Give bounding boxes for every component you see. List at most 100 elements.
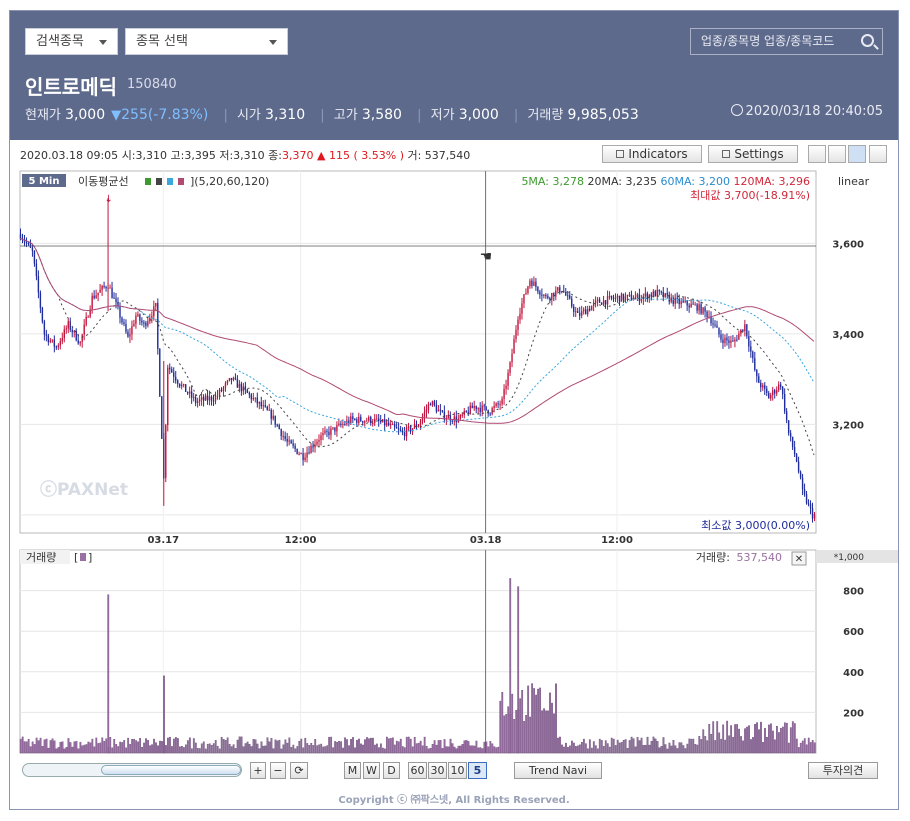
volume-bar (797, 747, 800, 754)
candle-body (789, 432, 792, 437)
price-tick-label: 3,600 (832, 239, 864, 250)
crosshair-icon[interactable] (848, 145, 866, 163)
volume-bar (131, 739, 134, 754)
candle-body (53, 339, 56, 347)
volume-bar (346, 739, 348, 754)
volume-bar (475, 740, 478, 754)
candle-body (537, 286, 539, 292)
candle-body (244, 386, 247, 390)
scale-label: linear (838, 175, 870, 188)
high-price: 3,580 (361, 107, 402, 123)
volume-bar (379, 743, 382, 754)
price-volume-chart[interactable]: 3,200 3,400 3,600 200 400 600 800 03.17 12:00 03.… (10, 11, 898, 811)
pencil-icon[interactable] (828, 145, 846, 163)
invest-opinion-button[interactable]: 투자의견 (808, 762, 878, 779)
candle-body (658, 289, 660, 292)
volume-bar (606, 743, 609, 754)
candle-body (288, 440, 290, 442)
volume-bar (385, 736, 388, 754)
candle-body (652, 291, 655, 297)
volume-bar (51, 738, 54, 754)
volume-bar (186, 740, 189, 754)
interval-badge-bg (22, 174, 66, 187)
period-button-w[interactable]: W (363, 762, 380, 779)
trend-navi-button[interactable]: Trend Navi (514, 762, 602, 779)
search-type-select[interactable]: 검색종목 (25, 28, 118, 55)
volume-bar (167, 737, 169, 754)
pointer-tool-icon[interactable] (808, 145, 826, 163)
candle-body (549, 298, 551, 300)
volume-bar (612, 738, 615, 754)
volume-bar (368, 738, 370, 754)
candle-body (722, 339, 724, 344)
candle-body (762, 385, 764, 388)
candle-body (543, 294, 545, 296)
volume-bar (180, 746, 183, 754)
candle-body (710, 316, 712, 324)
print-icon[interactable] (869, 145, 887, 163)
volume-bar (439, 740, 442, 754)
volume-bar (141, 747, 143, 754)
candle-body (690, 303, 692, 308)
volume-bar (690, 738, 693, 754)
zoom-out-button[interactable]: − (270, 762, 286, 779)
period-button-60[interactable]: 60 (408, 762, 427, 779)
volume-bar (543, 708, 545, 754)
volume-bar (151, 744, 153, 754)
volume-bar (519, 698, 522, 754)
volume-bar (280, 748, 283, 754)
close-volume-button[interactable] (791, 551, 807, 566)
volume-bar (328, 736, 331, 754)
period-button-10[interactable]: 10 (448, 762, 467, 779)
volume-bar (467, 741, 470, 754)
candle-body (772, 390, 774, 396)
time-tick-label: 12:00 (601, 535, 633, 546)
ma-legend-params: ](5,20,60,120) (190, 175, 269, 188)
low-label: 저가 (430, 108, 455, 123)
volume-bar (706, 740, 709, 754)
candle-body (175, 376, 177, 381)
candle-body (758, 376, 760, 383)
period-button-30[interactable]: 30 (428, 762, 447, 779)
volume-bar (722, 724, 725, 754)
candle-body (318, 439, 320, 442)
zoom-in-button[interactable]: + (250, 762, 266, 779)
candle-body (105, 286, 107, 289)
search-input[interactable]: 업종/종목명 업종/종목코드 (690, 28, 883, 55)
candle-body (423, 412, 426, 417)
candle-body (262, 405, 264, 407)
candle-body (27, 243, 30, 245)
search-icon[interactable] (861, 34, 874, 47)
volume-bar (63, 748, 66, 754)
hand-cursor-icon: ☚ (480, 249, 493, 265)
candle-body (754, 358, 756, 370)
volume-bar (274, 739, 277, 754)
refresh-button[interactable]: ⟳ (290, 762, 308, 779)
zoom-slider[interactable] (22, 763, 242, 777)
dropdown-box-icon (616, 150, 625, 158)
period-button-5[interactable]: 5 (468, 762, 487, 779)
stock-select[interactable]: 종목 선택 (125, 28, 288, 55)
volume-bar (505, 714, 508, 754)
candle-body (173, 372, 175, 377)
period-button-d[interactable]: D (383, 762, 400, 779)
period-label: 10 (450, 764, 465, 777)
indicators-button[interactable]: Indicators (602, 145, 702, 163)
volume-bar (324, 746, 327, 754)
volume-bar (19, 738, 22, 754)
volume-bar (378, 747, 380, 754)
divider: | (223, 108, 228, 123)
candle-body (87, 316, 89, 318)
candle-body (461, 414, 463, 416)
candle-body (376, 418, 378, 420)
candle-body (646, 293, 649, 300)
volume-bar (224, 740, 227, 754)
candle-body (809, 503, 812, 509)
zoom-slider-handle[interactable] (101, 765, 241, 775)
time-tick-label: 12:00 (285, 535, 317, 546)
volume-bar (139, 738, 141, 754)
settings-button[interactable]: Settings (708, 145, 798, 163)
volume-bar (252, 738, 255, 754)
candle-body (509, 362, 511, 373)
period-button-m[interactable]: M (344, 762, 361, 779)
